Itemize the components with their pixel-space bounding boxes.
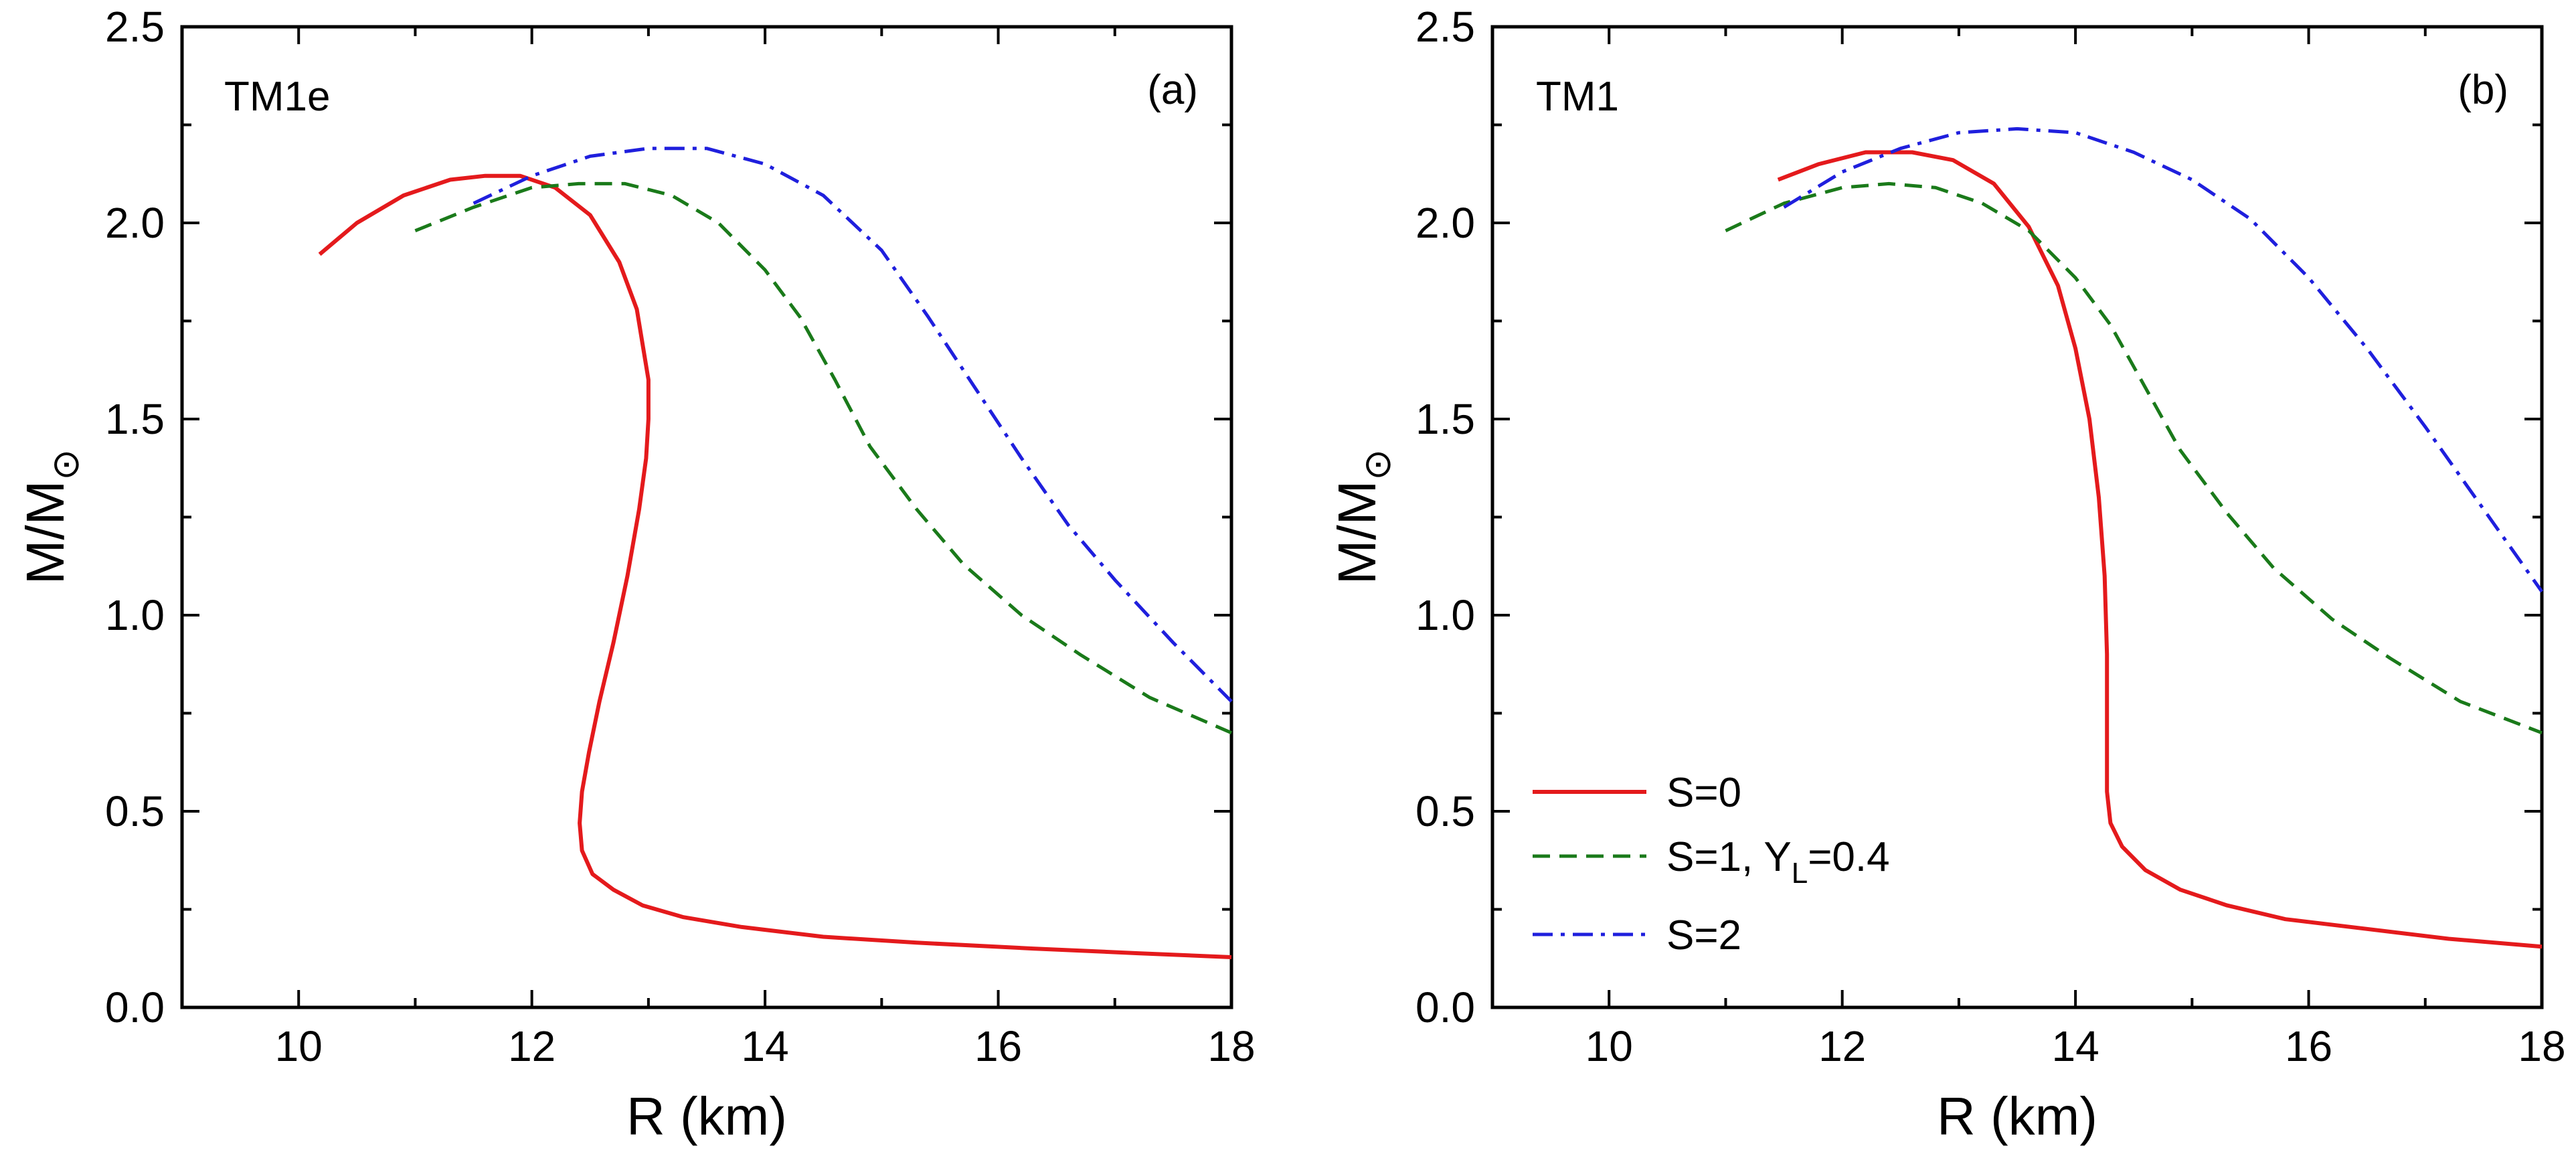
legend-label-s1-sub: L — [1792, 857, 1808, 890]
y-tick-label-a: 1.5 — [105, 395, 165, 443]
y-axis-sub-a: ⊙ — [44, 449, 86, 481]
y-tick-label-b: 1.0 — [1415, 591, 1475, 639]
series-layer-b — [1725, 127, 2544, 949]
y-axis-title-a: M/M⊙ — [15, 449, 86, 584]
x-axis-title-b: R (km) — [1937, 1086, 2097, 1146]
x-axis-title-a: R (km) — [626, 1086, 787, 1146]
y-tick-label-a: 2.0 — [105, 199, 165, 247]
series-line-s1-b — [1725, 181, 2543, 735]
plot-frame-b — [1490, 25, 2544, 1009]
x-tick-label-a: 18 — [1207, 1022, 1255, 1070]
x-tick-label-b: 10 — [1585, 1022, 1633, 1070]
y-tick-label-b: 2.0 — [1415, 199, 1475, 247]
series-line-s2-a — [473, 147, 1233, 703]
y-tick-label-a: 2.5 — [105, 3, 165, 51]
x-tick-label-a: 16 — [974, 1022, 1022, 1070]
y-axis-label-a: M/M — [15, 481, 75, 585]
x-tick-label-a: 14 — [742, 1022, 789, 1070]
x-tick-label-b: 18 — [2518, 1022, 2565, 1070]
x-tick-label-a: 10 — [275, 1022, 323, 1070]
y-axis-sub-b: ⊙ — [1356, 449, 1398, 481]
y-tick-label-a: 0.5 — [105, 787, 165, 835]
y-tick-label-b: 0.5 — [1415, 787, 1475, 835]
plot-frame-a — [180, 25, 1233, 1009]
x-tick-label-a: 12 — [508, 1022, 555, 1070]
panel-letter-b: (b) — [2458, 67, 2508, 113]
legend-label-s2: S=2 — [1666, 912, 1741, 959]
x-tick-label-b: 16 — [2285, 1022, 2332, 1070]
panel-letter-a: (a) — [1147, 67, 1198, 113]
y-axis-label-b: M/M — [1327, 481, 1387, 585]
svg-text:M/M⊙: M/M⊙ — [15, 449, 86, 584]
y-tick-label-a: 1.0 — [105, 591, 165, 639]
series-line-s0-a — [318, 173, 1232, 959]
y-axis-title-b: M/M⊙ — [1327, 449, 1398, 584]
legend-label-s1-main: S=1, Y — [1666, 834, 1792, 880]
x-tick-label-b: 12 — [1818, 1022, 1866, 1070]
axis-ticks-b: 10 12 14 16 18 0.0 0.5 1.0 1.5 2.0 2.5 — [1415, 3, 2566, 1070]
legend-label-s1-suffix: =0.4 — [1808, 834, 1889, 880]
svg-text:M/M⊙: M/M⊙ — [1327, 449, 1398, 584]
y-tick-label-b: 2.5 — [1415, 3, 1475, 51]
series-layer-a — [318, 147, 1233, 959]
panel-a: 10 12 14 16 18 0.0 0.5 1.0 1.5 2.0 2.5 TM1e (a) R … — [15, 3, 1256, 1146]
legend-label-s1: S=1, YL=0.4 — [1666, 834, 1890, 890]
legend: S=0 S=1, YL=0.4 S=2 — [1533, 770, 1890, 959]
panel-tag-a: TM1e — [224, 74, 330, 120]
series-line-s1-a — [414, 181, 1232, 735]
y-tick-label-a: 0.0 — [105, 983, 165, 1032]
series-line-s2-b — [1783, 127, 2544, 593]
legend-label-s0: S=0 — [1666, 770, 1741, 816]
series-line-s0-b — [1777, 150, 2543, 949]
x-tick-label-b: 14 — [2052, 1022, 2099, 1070]
y-tick-label-b: 0.0 — [1415, 983, 1475, 1032]
panel-b: 10 12 14 16 18 0.0 0.5 1.0 1.5 2.0 2.5 TM1 (b) R (… — [1327, 3, 2566, 1146]
y-tick-label-b: 1.5 — [1415, 395, 1475, 443]
axis-ticks-a: 10 12 14 16 18 0.0 0.5 1.0 1.5 2.0 2.5 — [105, 3, 1256, 1070]
panel-tag-b: TM1 — [1536, 74, 1619, 120]
